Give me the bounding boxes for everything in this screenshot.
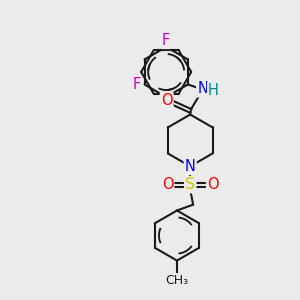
Text: O: O [161, 93, 172, 108]
Text: F: F [132, 77, 140, 92]
Text: F: F [162, 33, 170, 48]
Text: S: S [185, 177, 195, 192]
Text: CH₃: CH₃ [165, 274, 188, 287]
Text: N: N [197, 81, 208, 96]
Text: O: O [162, 177, 173, 192]
Text: H: H [208, 83, 219, 98]
Text: O: O [207, 177, 219, 192]
Text: N: N [185, 159, 196, 174]
